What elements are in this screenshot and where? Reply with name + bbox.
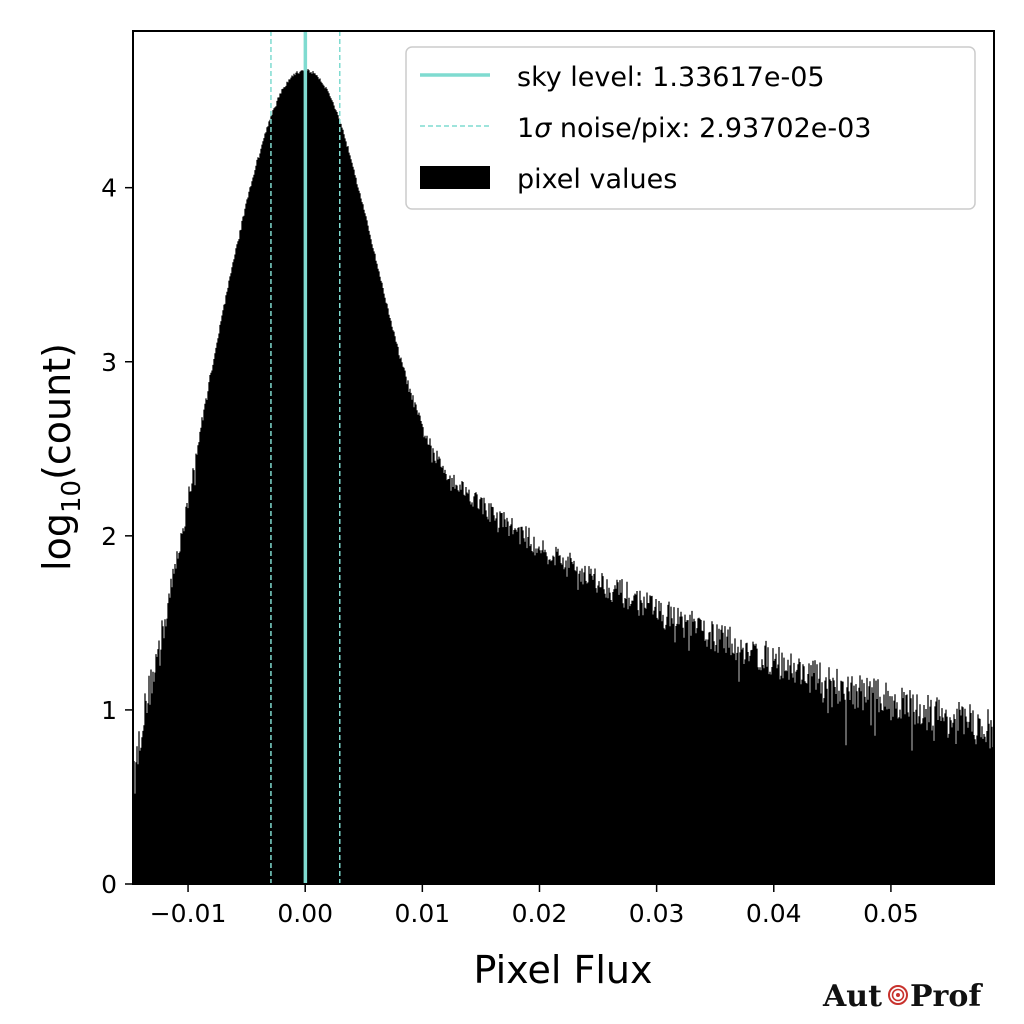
autoprof-logo: Aut Prof: [822, 979, 983, 1014]
legend-noise-sigma: σ: [534, 113, 552, 144]
legend-noise-label: 1σ noise/pix: 2.93702e-03: [517, 113, 871, 144]
legend-pixel-swatch: [420, 166, 490, 189]
logo-spiral-icon: [888, 985, 908, 1005]
legend-sky-label: sky level: 1.33617e-05: [517, 62, 825, 93]
y-tick-label: 0: [101, 870, 117, 899]
legend-noise-suffix: noise/pix: 2.93702e-03: [551, 113, 871, 144]
x-tick-label: 0.01: [395, 899, 451, 928]
logo-right-text: Prof: [910, 979, 983, 1014]
x-axis-ticks: −0.01 0.00 0.01 0.02 0.03 0.04 0.05: [150, 884, 919, 928]
x-tick-label: −0.01: [150, 899, 227, 928]
y-tick-label: 1: [101, 696, 117, 725]
y-tick-label: 4: [101, 174, 117, 203]
logo-left-text: Aut: [822, 979, 882, 1014]
y-axis-label-rest: (count): [35, 343, 79, 480]
x-tick-label: 0.02: [512, 899, 568, 928]
x-axis-label: Pixel Flux: [474, 948, 653, 992]
x-tick-label: 0.03: [629, 899, 685, 928]
y-axis-ticks: 0 1 2 3 4: [101, 174, 133, 899]
x-tick-label: 0.04: [746, 899, 802, 928]
y-axis-label-base: log: [35, 513, 79, 571]
legend-box: [405, 46, 976, 210]
legend-pixel-label: pixel values: [517, 164, 677, 195]
plot-frame: [132, 30, 995, 885]
x-tick-label: 0.05: [863, 899, 919, 928]
reference-lines: [270, 31, 341, 884]
y-tick-label: 2: [101, 522, 117, 551]
y-axis-label-subscript: 10: [57, 480, 87, 513]
y-tick-label: 3: [101, 348, 117, 377]
y-axis-label: log10(count): [35, 343, 87, 571]
x-tick-label: 0.00: [277, 899, 333, 928]
legend-noise-prefix: 1: [517, 113, 534, 144]
legend: sky level: 1.33617e-05 1σ noise/pix: 2.9…: [405, 46, 976, 210]
